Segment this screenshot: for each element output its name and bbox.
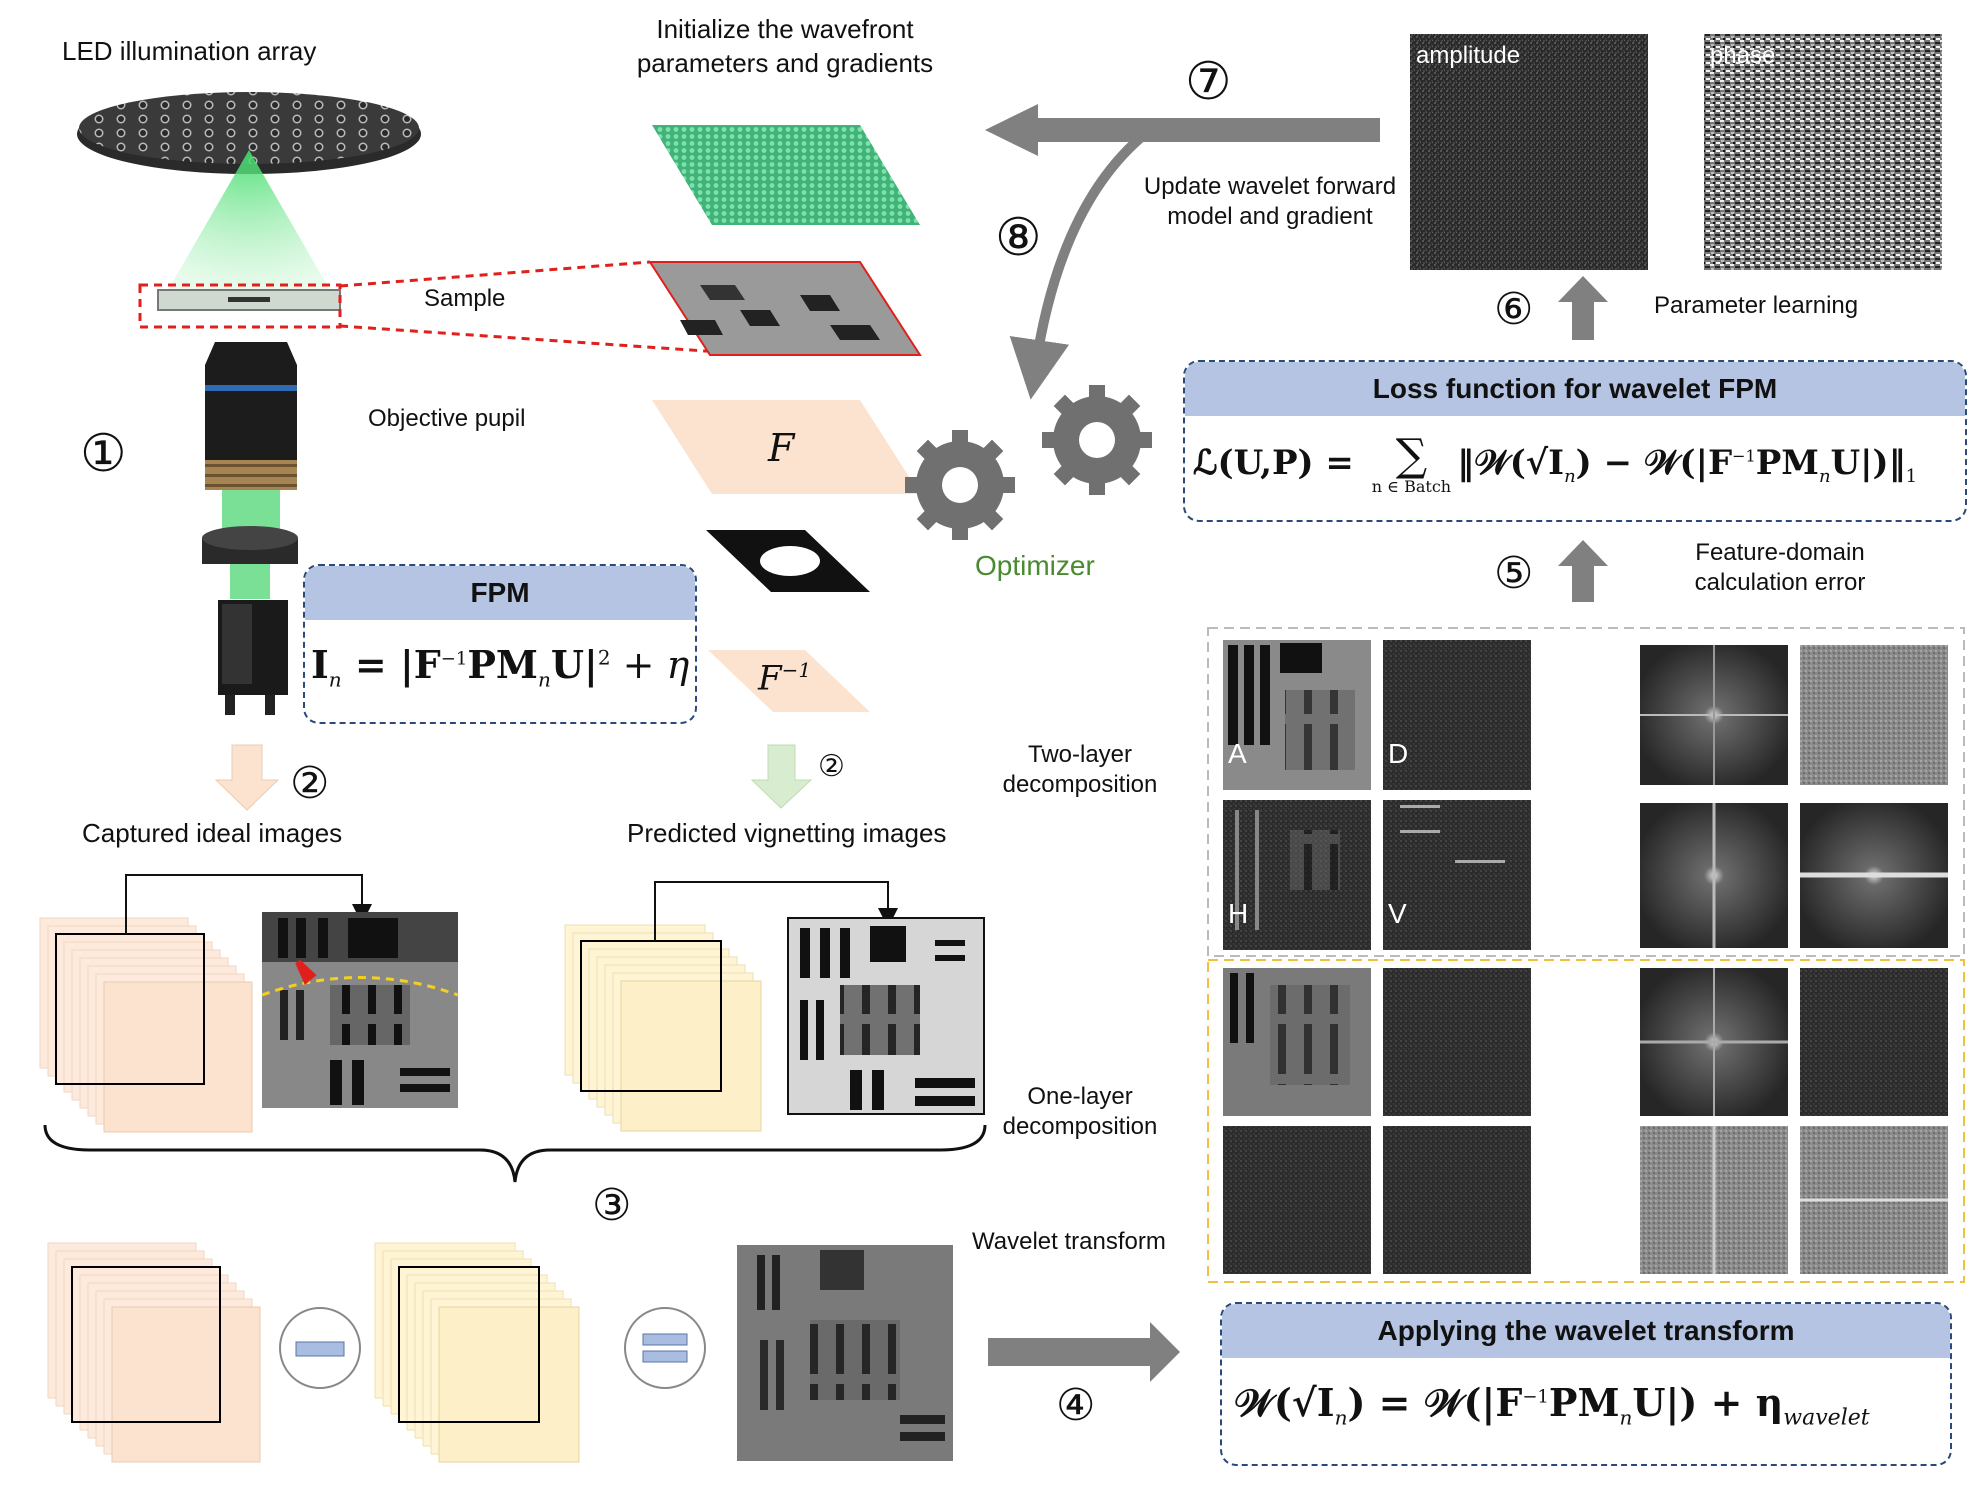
fourier-operator: F [768, 426, 795, 470]
loss-lhs: ℒ(U,P) = [1193, 443, 1366, 483]
wavelet-sub: wavelet [1783, 1405, 1870, 1431]
step-6: ⑥ [1494, 284, 1534, 335]
loss-sum: ∑ [1395, 430, 1428, 481]
tile-label-h: H [1228, 898, 1249, 929]
init-label-line2: parameters and gradients [636, 48, 934, 78]
wavelet-end: U|) + η [1632, 1380, 1784, 1425]
wavelet-lhs-b: ) = 𝒲(|F [1347, 1380, 1523, 1425]
loss-rhs-sub: 1 [1905, 465, 1918, 487]
fpm-eq-sup: −1 [440, 648, 468, 670]
two-layer-label-line2: decomposition [1002, 771, 1158, 798]
param-learning-label: Parameter learning [1654, 292, 1859, 319]
tile-label-v: V [1388, 898, 1407, 929]
feature-label-line2: calculation error [1694, 569, 1866, 596]
wavelet-mid: PM [1548, 1380, 1620, 1425]
init-label-line1: Initialize the wavefront [656, 14, 914, 44]
amplitude-label: amplitude [1416, 42, 1521, 69]
loss-rhs-n2: n [1818, 465, 1831, 487]
feature-label: Feature-domain calculation error [1640, 538, 1920, 598]
inverse-fourier-base: F [758, 658, 782, 699]
wavelet-box: Applying the wavelet transform 𝒲(√In) = … [1220, 1302, 1952, 1466]
update-label-line1: Update wavelet forward [1143, 173, 1397, 200]
inverse-fourier-sup: −1 [781, 658, 812, 682]
loss-box-title: Loss function for wavelet FPM [1185, 362, 1965, 416]
step-4: ④ [1056, 1380, 1096, 1431]
step-2-left: ② [290, 758, 330, 809]
objective-pupil-label: Objective pupil [368, 405, 526, 432]
step-3: ③ [592, 1180, 632, 1231]
two-layer-label-line1: Two-layer [1027, 741, 1133, 768]
wavelet-equation: 𝒲(√In) = 𝒲(|F−1PMnU|) + ηwavelet [1234, 1380, 1870, 1431]
step-8: ⑧ [995, 208, 1042, 268]
loss-rhs-d: U|)‖ [1830, 443, 1906, 483]
wavelet-transform-label: Wavelet transform [972, 1228, 1166, 1255]
loss-rhs-b: ) − 𝒲(|F [1575, 443, 1733, 483]
fpm-eq-mid: = |F [341, 642, 441, 687]
one-layer-label-line2: decomposition [1002, 1113, 1158, 1140]
fpm-eq-i: I [311, 642, 329, 687]
wavelet-sup: −1 [1522, 1386, 1549, 1408]
step-2-right: ② [818, 749, 845, 784]
led-array-label: LED illumination array [62, 36, 317, 66]
sample-label: Sample [424, 285, 506, 312]
wavelet-n2: n [1619, 1405, 1633, 1430]
phase-label: phase [1710, 42, 1776, 69]
predicted-label: Predicted vignetting images [627, 818, 947, 848]
fpm-box-title: FPM [305, 566, 695, 620]
loss-sum-group: ∑ n ∈ Batch [1372, 434, 1451, 496]
init-label: Initialize the wavefront parameters and … [595, 12, 975, 80]
step-1: ① [80, 424, 127, 484]
wavelet-lhs-n: n [1334, 1405, 1348, 1430]
loss-rhs-sup: −1 [1732, 446, 1756, 466]
fpm-equation: In = |F−1PMnU|2 + η [311, 642, 689, 692]
optimizer-label: Optimizer [975, 550, 1095, 581]
update-label-line2: model and gradient [1167, 203, 1373, 230]
fpm-eq-u: U| [550, 642, 598, 687]
tile-label-a: A [1228, 738, 1247, 769]
wavelet-lhs-a: 𝒲(√I [1234, 1380, 1335, 1425]
fpm-eq-n: n [328, 667, 342, 692]
one-layer-label: One-layer decomposition [975, 1082, 1185, 1142]
fpm-eq-sq: 2 [597, 645, 611, 670]
step-5: ⑤ [1494, 548, 1534, 599]
feature-label-line1: Feature-domain [1695, 539, 1865, 566]
fpm-eq-end: + η [610, 643, 690, 687]
loss-rhs-a: ‖𝒲(√I [1457, 443, 1565, 483]
captured-label: Captured ideal images [82, 818, 343, 848]
loss-box: Loss function for wavelet FPM ℒ(U,P) = ∑… [1183, 360, 1967, 522]
fpm-eq-n2: n [537, 667, 551, 692]
fpm-eq-pm: PM [467, 642, 538, 687]
update-label: Update wavelet forward model and gradien… [1120, 172, 1420, 232]
loss-sum-sub: n ∈ Batch [1371, 477, 1452, 496]
one-layer-label-line1: One-layer [1027, 1083, 1133, 1110]
loss-rhs-c: PM [1755, 443, 1819, 483]
two-layer-label: Two-layer decomposition [975, 740, 1185, 800]
loss-equation: ℒ(U,P) = ∑ n ∈ Batch ‖𝒲(√In) − 𝒲(|F−1PMnU|… [1193, 434, 1917, 496]
wavelet-box-title: Applying the wavelet transform [1222, 1304, 1950, 1358]
inverse-fourier-operator: F−1 [758, 658, 811, 698]
step-7: ⑦ [1185, 52, 1232, 112]
tile-label-d: D [1388, 738, 1409, 769]
loss-rhs-n: n [1564, 465, 1576, 487]
fpm-box: FPM In = |F−1PMnU|2 + η [303, 564, 697, 724]
